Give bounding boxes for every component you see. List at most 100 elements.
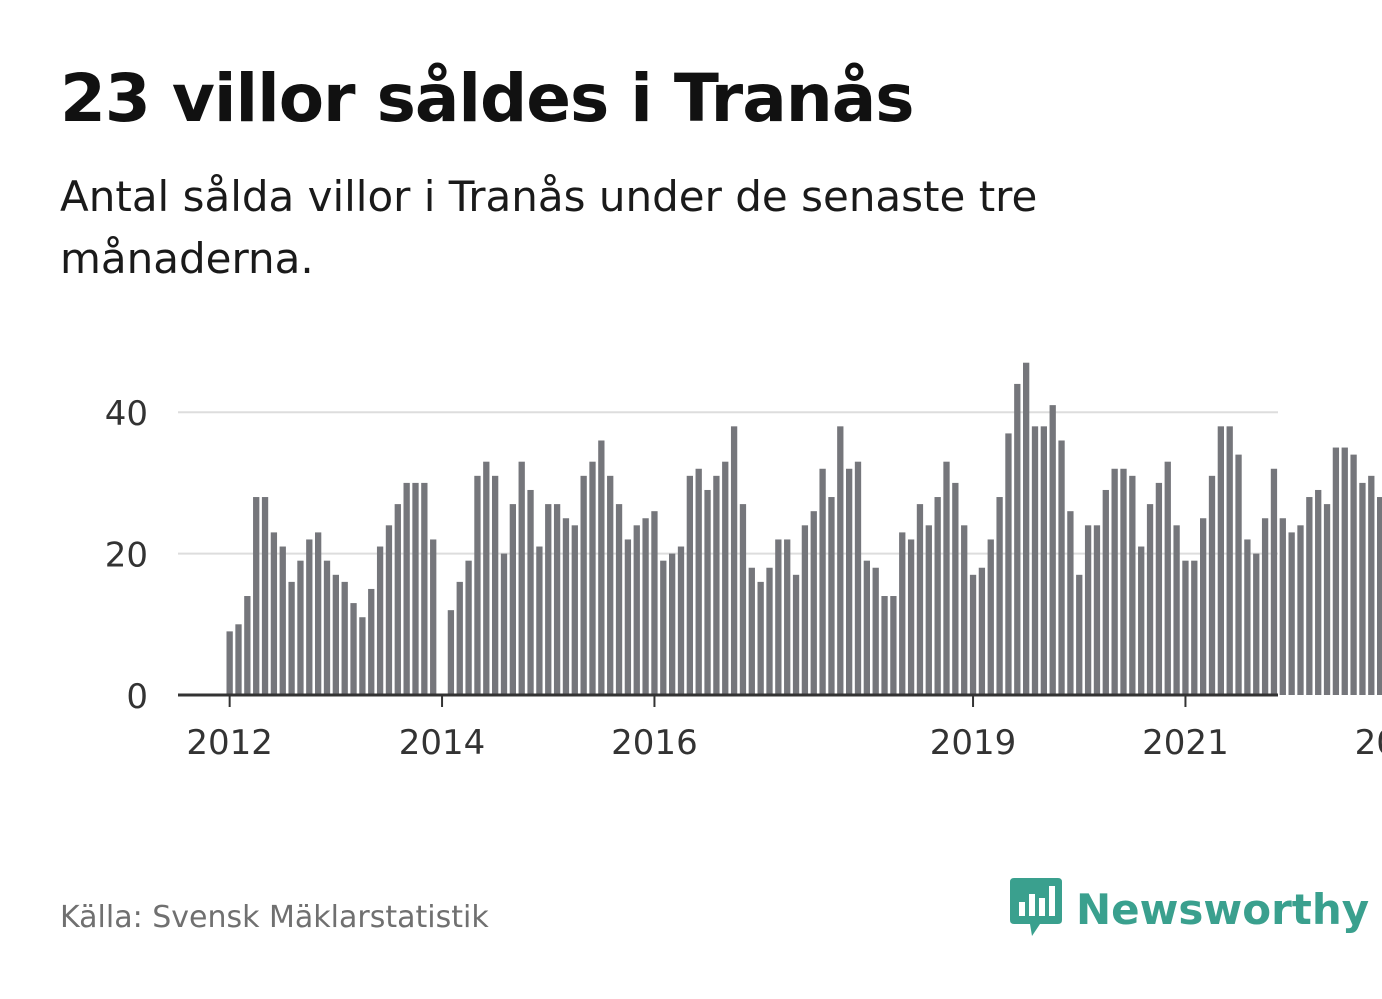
bar bbox=[1350, 454, 1357, 695]
bar bbox=[1129, 475, 1136, 695]
bar bbox=[1067, 511, 1074, 695]
bar bbox=[571, 525, 578, 695]
bar bbox=[925, 525, 932, 695]
bar bbox=[332, 574, 339, 695]
y-tick-label: 20 bbox=[105, 536, 148, 576]
bar bbox=[607, 475, 614, 695]
bar bbox=[1261, 518, 1269, 695]
bar bbox=[916, 504, 924, 695]
bar bbox=[651, 511, 658, 695]
bar bbox=[403, 482, 410, 695]
bar bbox=[1297, 525, 1304, 695]
bar bbox=[739, 504, 747, 695]
bar bbox=[1138, 546, 1145, 695]
bar bbox=[828, 497, 835, 695]
logo-chart-icon bbox=[1010, 878, 1062, 936]
bar bbox=[323, 560, 331, 695]
bar bbox=[1208, 475, 1216, 695]
bar bbox=[730, 426, 738, 695]
bar bbox=[1359, 482, 1366, 695]
bar bbox=[943, 461, 950, 695]
bar bbox=[686, 475, 693, 695]
bar bbox=[1200, 518, 1207, 695]
bar bbox=[1226, 426, 1233, 695]
x-tick-label: 2012 bbox=[186, 723, 273, 763]
bar bbox=[580, 475, 587, 695]
bar bbox=[297, 560, 304, 695]
bar bbox=[1120, 468, 1127, 695]
bar bbox=[1014, 383, 1021, 695]
bar bbox=[456, 581, 463, 695]
bar bbox=[483, 461, 490, 695]
chart-title: 23 villor såldes i Tranås bbox=[60, 60, 915, 137]
bar bbox=[722, 461, 729, 695]
bar bbox=[509, 504, 516, 695]
bar bbox=[784, 539, 791, 695]
bar bbox=[1023, 362, 1030, 695]
bar bbox=[819, 468, 826, 695]
bar bbox=[1332, 447, 1340, 695]
bar bbox=[385, 525, 393, 695]
bar bbox=[969, 574, 977, 695]
bar bbox=[757, 581, 764, 695]
bar bbox=[518, 461, 525, 695]
x-tick-label: 2023 bbox=[1355, 723, 1382, 763]
bar bbox=[934, 497, 941, 695]
bar bbox=[536, 546, 543, 695]
bar bbox=[1058, 440, 1065, 695]
bar bbox=[766, 567, 773, 695]
bar bbox=[1315, 489, 1322, 695]
bar bbox=[500, 553, 508, 695]
bar bbox=[589, 461, 596, 695]
bar bbox=[1049, 405, 1056, 695]
bar bbox=[1031, 426, 1039, 695]
bar bbox=[350, 603, 357, 695]
bar bbox=[1093, 525, 1101, 695]
bar bbox=[846, 468, 853, 695]
bar bbox=[376, 546, 384, 695]
bar bbox=[1279, 518, 1286, 695]
bar bbox=[1040, 426, 1047, 695]
bar bbox=[677, 546, 685, 695]
x-tick-label: 2016 bbox=[611, 723, 698, 763]
bar bbox=[553, 504, 561, 695]
x-tick-label: 2014 bbox=[399, 723, 486, 763]
bar bbox=[261, 497, 269, 695]
bar bbox=[881, 596, 888, 695]
bar bbox=[624, 539, 632, 695]
bar bbox=[863, 560, 870, 695]
bar bbox=[854, 461, 862, 695]
bar bbox=[492, 475, 499, 695]
bar bbox=[474, 475, 481, 695]
bar bbox=[642, 518, 649, 695]
bar bbox=[952, 482, 959, 695]
bar bbox=[598, 440, 605, 695]
bar bbox=[1306, 497, 1313, 695]
bar bbox=[1164, 461, 1171, 695]
source-note: Källa: Svensk Mäklarstatistik bbox=[60, 900, 489, 935]
bar bbox=[1111, 468, 1118, 695]
bar-chart: 0204023201220142016201920212023 bbox=[105, 362, 1382, 763]
bar bbox=[359, 617, 366, 695]
bar bbox=[1076, 574, 1083, 695]
bar bbox=[1235, 454, 1242, 695]
bar bbox=[1244, 539, 1251, 695]
bar bbox=[1005, 433, 1012, 695]
bar bbox=[907, 539, 915, 695]
bar bbox=[421, 482, 428, 695]
bar bbox=[837, 426, 844, 695]
bar bbox=[430, 539, 437, 695]
bar bbox=[1253, 553, 1260, 695]
bar bbox=[244, 596, 251, 695]
bar bbox=[447, 610, 455, 695]
bar bbox=[288, 581, 295, 695]
bar bbox=[978, 567, 986, 695]
newsworthy-logo[interactable]: Newsworthy bbox=[1010, 878, 1369, 940]
bar bbox=[306, 539, 313, 695]
bar bbox=[775, 539, 782, 695]
bar bbox=[1217, 426, 1224, 695]
bar bbox=[713, 475, 720, 695]
bar bbox=[669, 553, 676, 695]
brand-name: Newsworthy bbox=[1076, 884, 1370, 934]
bar bbox=[810, 511, 817, 695]
